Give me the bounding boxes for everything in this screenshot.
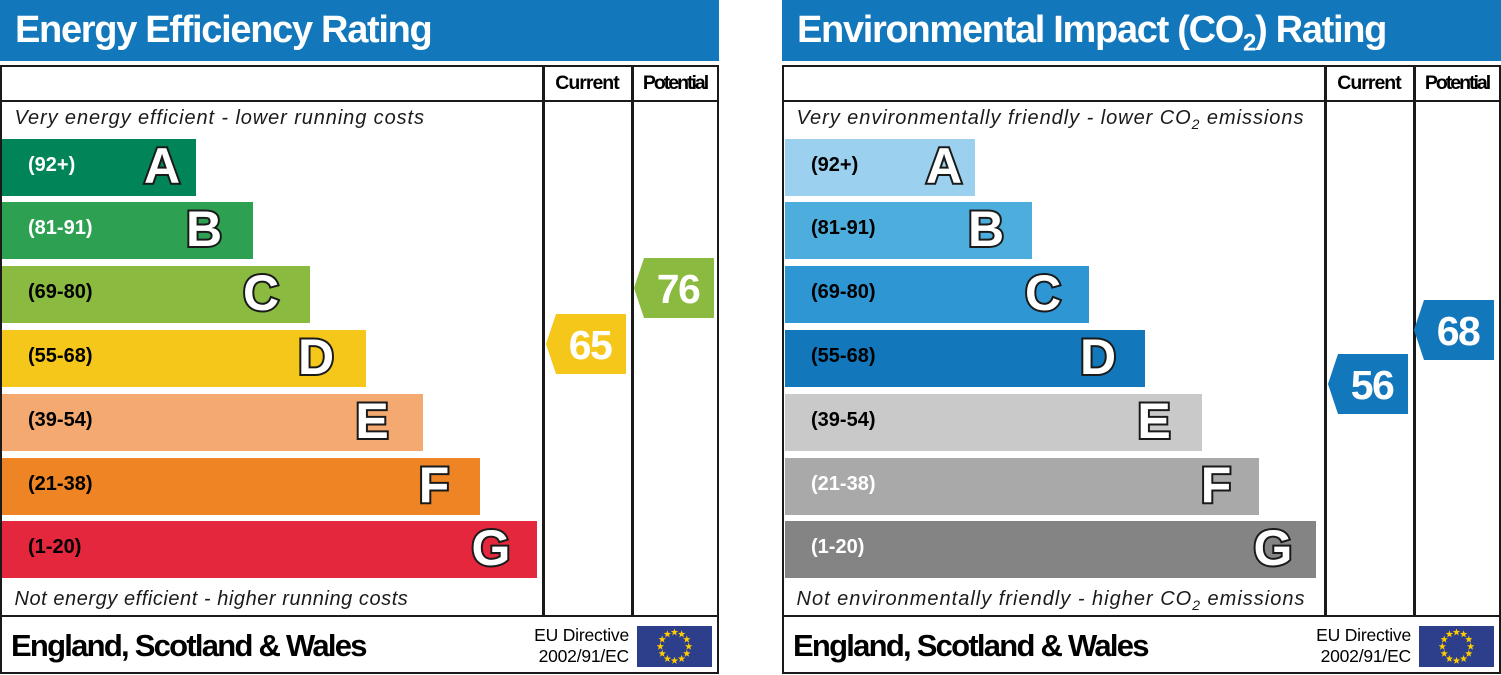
svg-text:A: A [926, 139, 962, 194]
svg-text:D: D [298, 330, 334, 385]
svg-text:F: F [419, 458, 450, 513]
svg-text:C: C [242, 266, 278, 321]
svg-text:A: A [144, 139, 180, 194]
svg-text:56: 56 [1350, 362, 1393, 408]
svg-text:G: G [472, 521, 511, 576]
svg-text:C: C [1024, 266, 1060, 321]
svg-text:F: F [1201, 458, 1232, 513]
svg-text:76: 76 [657, 266, 700, 312]
svg-text:E: E [1137, 394, 1170, 449]
svg-text:68: 68 [1437, 308, 1480, 354]
svg-text:B: B [186, 202, 222, 257]
svg-text:G: G [1254, 521, 1293, 576]
svg-text:65: 65 [568, 322, 611, 368]
svg-text:E: E [355, 394, 388, 449]
svg-text:D: D [1080, 330, 1116, 385]
svg-text:B: B [968, 202, 1004, 257]
